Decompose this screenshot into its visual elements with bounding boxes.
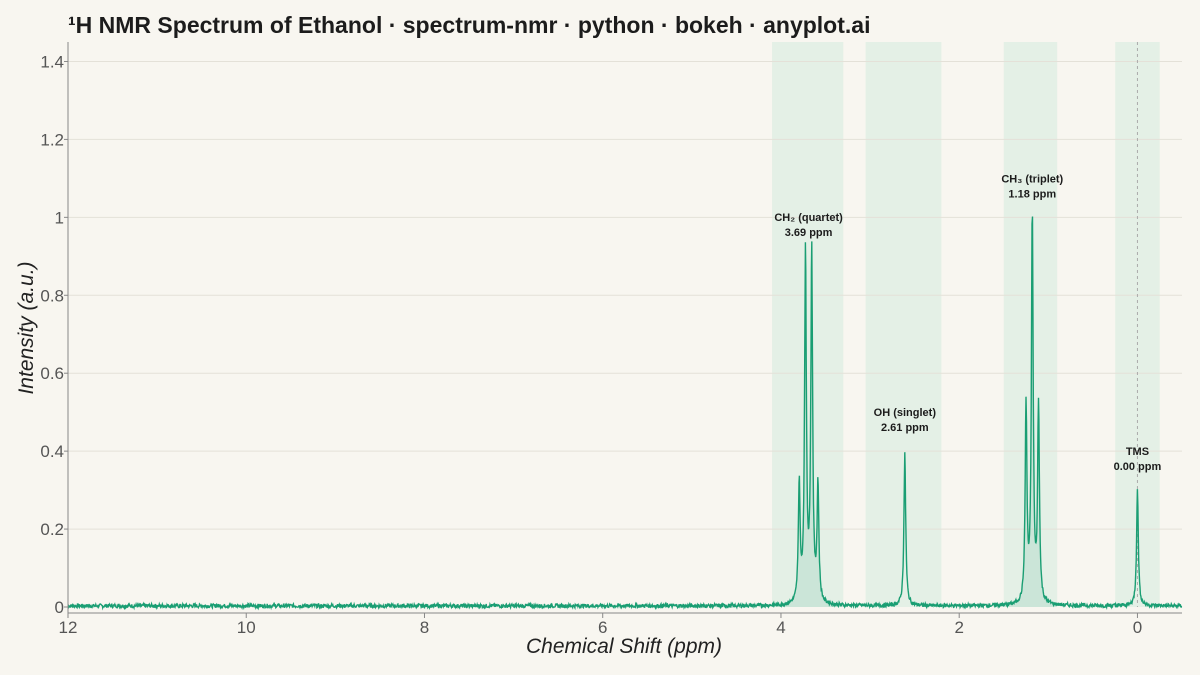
x-axis-title: Chemical Shift (ppm): [526, 635, 722, 658]
chart-title: ¹H NMR Spectrum of Ethanol · spectrum-nm…: [68, 12, 871, 38]
axes: [67, 42, 1182, 614]
grid-lines: [68, 60, 1182, 530]
y-tick-label-5: 1: [55, 208, 64, 227]
y-tick-label-7: 1.4: [40, 52, 64, 71]
peak-annotation-ppm-1: 2.61 ppm: [881, 422, 929, 434]
peak-annotation-label-1: OH (singlet): [874, 407, 937, 419]
x-tick-label-4: 4: [776, 618, 785, 637]
y-tick-label-6: 1.2: [40, 130, 64, 149]
x-axis-ticks: 12 10 8 6 4 2 0: [59, 613, 1142, 637]
peak-annotation-ppm-3: 0.00 ppm: [1114, 461, 1162, 473]
peak-annotation-label-3: TMS: [1126, 446, 1149, 458]
x-tick-label-1: 10: [237, 618, 256, 637]
peak-regions: [772, 42, 1160, 607]
peak-annotation-label-2: CH₃ (triplet): [1001, 173, 1063, 185]
spectrum-series: [67, 216, 1183, 611]
peak-annotation-ppm-0: 3.69 ppm: [785, 227, 833, 239]
x-tick-label-5: 2: [954, 618, 963, 637]
spectrum-line: [67, 216, 1183, 611]
y-tick-label-4: 0.8: [40, 286, 64, 305]
y-axis-title: Intensity (a.u.): [15, 261, 38, 394]
x-tick-label-6: 0: [1133, 618, 1142, 637]
y-tick-label-0: 0: [55, 598, 64, 617]
y-tick-label-1: 0.2: [40, 520, 64, 539]
peak-annotation-ppm-2: 1.18 ppm: [1008, 188, 1056, 200]
peak-annotation-label-0: CH₂ (quartet): [774, 212, 843, 224]
x-tick-label-3: 6: [598, 618, 607, 637]
x-tick-label-0: 12: [59, 618, 78, 637]
y-axis-ticks: 0 0.2 0.4 0.6 0.8 1 1.2 1.4: [40, 52, 68, 617]
x-tick-label-2: 8: [420, 618, 429, 637]
y-tick-label-3: 0.6: [40, 364, 64, 383]
y-tick-label-2: 0.4: [40, 442, 64, 461]
quartet-fill: [772, 241, 844, 607]
peak-annotations: CH₂ (quartet) 3.69 ppm OH (singlet) 2.61 pp…: [774, 173, 1161, 473]
